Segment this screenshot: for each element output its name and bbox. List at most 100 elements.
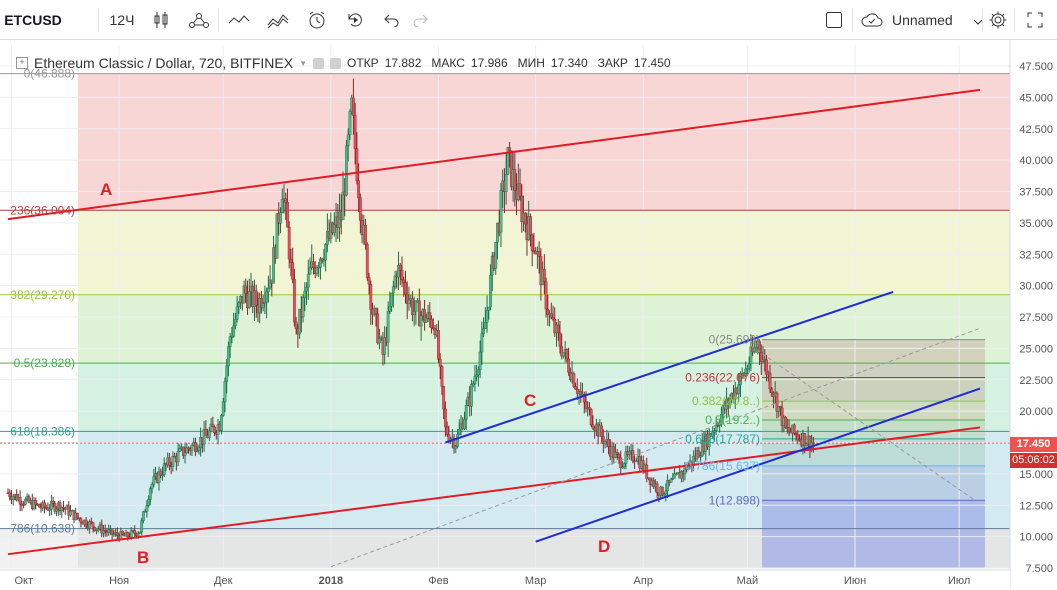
open-label: ОТКР [347, 56, 379, 70]
candle-body [544, 281, 548, 310]
candle-body [11, 496, 15, 500]
trend-line-d [535, 387, 981, 543]
candle-body [759, 352, 763, 362]
time-axis-bg [0, 570, 1010, 590]
candle-body [287, 226, 291, 260]
series-legend: + Ethereum Classic / Dollar, 720, BITFIN… [16, 55, 675, 71]
candle-body [103, 530, 107, 532]
candle-body [430, 318, 433, 328]
candle-body [480, 333, 484, 353]
candles-icon[interactable] [148, 0, 174, 40]
candle-body [572, 373, 576, 387]
candle-body [494, 241, 498, 269]
candle-body [27, 496, 31, 503]
candle-body [133, 530, 137, 534]
candle-body [530, 234, 534, 251]
candle-body [805, 443, 808, 447]
price-tick: 7.500 [1025, 563, 1053, 575]
redo-icon[interactable] [407, 0, 433, 40]
top-toolbar: ETCUSD 12Ч Unnamed [0, 0, 1057, 40]
candle-body [482, 328, 485, 334]
expand-icon[interactable] [1022, 0, 1048, 40]
undo-icon[interactable] [379, 0, 405, 40]
price-tick: 42.500 [1019, 124, 1053, 136]
candle-body [279, 212, 282, 224]
trend-lines [7, 88, 981, 568]
fullscreen-square-icon[interactable] [820, 0, 848, 40]
candle-body [758, 341, 761, 353]
save-layout-button[interactable]: Unnamed [860, 0, 983, 40]
fib-label: 382(29.270) [10, 288, 75, 302]
candle-body [513, 169, 517, 191]
annotation-c: C [524, 391, 536, 410]
candle-body [721, 405, 725, 415]
candle-body [171, 456, 175, 467]
time-tick: Фев [428, 575, 448, 587]
candle-body [237, 302, 241, 308]
annotation-d: D [598, 537, 610, 556]
candle-body [51, 501, 55, 504]
low-label: МИН [517, 56, 545, 70]
candle-body [185, 447, 189, 454]
indicators-icon[interactable] [184, 0, 214, 40]
series-title[interactable]: Ethereum Classic / Dollar, 720, BITFINEX [34, 55, 294, 71]
candle-body [148, 488, 152, 500]
interval-button[interactable]: 12Ч [109, 12, 135, 28]
small-fib-label: 0.236(22.676) [685, 371, 760, 385]
candle-body [286, 201, 289, 228]
small-fib-label: 0.786(15.637) [685, 459, 760, 473]
candle-body [291, 262, 295, 280]
compare-icon[interactable] [263, 0, 293, 40]
candle-body [43, 502, 46, 508]
candle-body [508, 147, 512, 152]
alert-clock-icon[interactable] [303, 0, 331, 40]
candle-body [438, 359, 442, 367]
candle-body [348, 111, 352, 136]
candle-body [504, 174, 508, 192]
symbol-button[interactable]: ETCUSD [4, 12, 62, 28]
candle-body [280, 199, 284, 213]
candle-body [58, 502, 62, 512]
candle-body [542, 269, 546, 282]
candle-body [152, 476, 156, 485]
candle-body [228, 336, 232, 347]
candle-body [376, 313, 380, 344]
line-chart-icon[interactable] [225, 0, 253, 40]
dropdown-arrow-icon[interactable]: ▼ [299, 58, 308, 68]
price-chart[interactable]: 0(46.888) 236(36.004) 382(29.270) 0.5(23.82… [0, 40, 1057, 590]
candle-body [312, 261, 315, 268]
candle-body [556, 324, 560, 334]
candle-body [317, 266, 321, 269]
candle-body [405, 294, 409, 305]
candle-body [386, 310, 390, 343]
candle-body [754, 347, 758, 349]
candle-body [141, 511, 145, 521]
collapse-icon[interactable]: + [16, 57, 28, 69]
eye-icon[interactable] [313, 57, 325, 69]
candle-body [603, 441, 607, 444]
settings-icon[interactable] [330, 57, 342, 69]
candle-body [796, 434, 800, 440]
candle-body [622, 463, 626, 468]
candle-body [110, 528, 114, 535]
candle-body [811, 442, 815, 444]
candle-body [476, 369, 480, 376]
candle-body [62, 506, 65, 509]
replay-icon[interactable] [341, 0, 369, 40]
candle-body [261, 303, 265, 308]
candle-body [428, 312, 432, 320]
close-value: 17.450 [633, 56, 671, 70]
candle-body [76, 512, 79, 519]
price-tick: 15.000 [1019, 469, 1053, 481]
candle-body [549, 313, 553, 318]
price-tick: 47.500 [1019, 61, 1053, 73]
candle-body [265, 291, 269, 303]
settings-gear-icon[interactable] [985, 0, 1011, 40]
small-fib-label: 1(12.898) [709, 493, 760, 507]
candle-body [221, 401, 225, 416]
time-tick: Дек [214, 575, 233, 587]
toolbar-divider [852, 8, 853, 32]
candle-body [437, 330, 440, 360]
candle-body [719, 414, 723, 425]
candle-body [272, 247, 275, 284]
